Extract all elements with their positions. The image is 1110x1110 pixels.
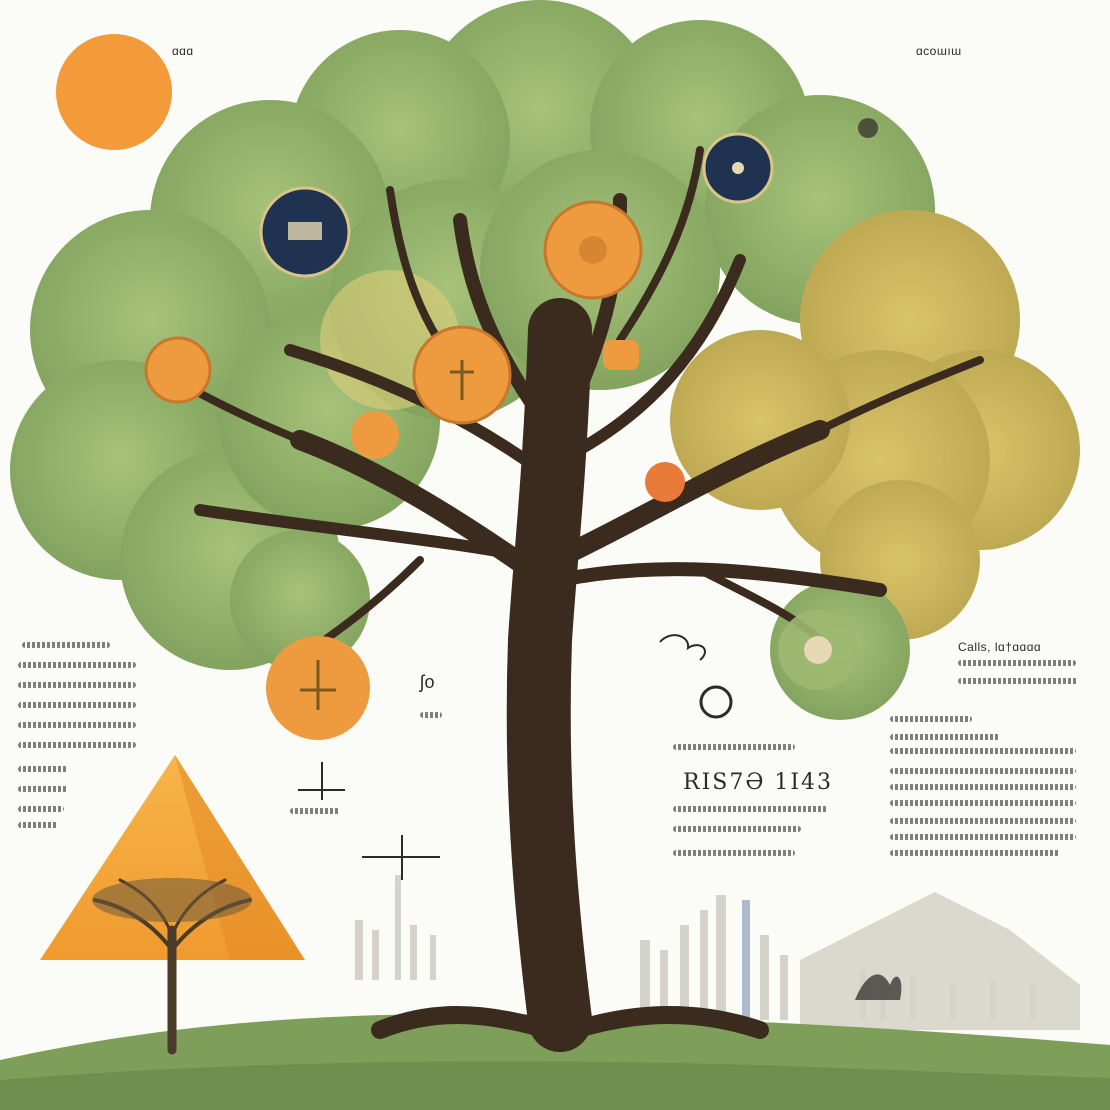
tree-trunk [156,146,984,1052]
center-annotation-title: RIS7Ə 1I43 [683,770,834,795]
sun-icon [56,34,172,150]
right-top-heading: Calls, lɑ†ɑɑɑɑ [958,640,1042,654]
mid-glyph: ʃo [420,672,436,692]
top-left-label: ɑɑɑ [172,44,194,58]
top-right-label: ɑcoɯıɯ [916,44,962,58]
medallion-icon [144,118,878,740]
tree-icon [92,878,252,1055]
